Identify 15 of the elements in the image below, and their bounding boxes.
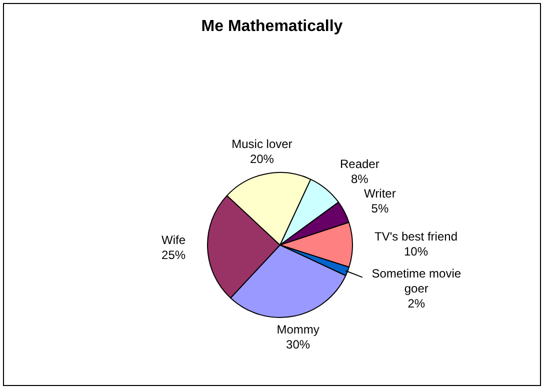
slice-label: Reader: [340, 156, 380, 171]
slice-label: TV's best friend: [374, 229, 458, 244]
slice-label: Wife: [162, 233, 186, 248]
data-label: 25%: [162, 248, 186, 262]
data-label: 20%: [250, 152, 274, 166]
slice-label: Music lover: [232, 137, 292, 152]
data-label: 30%: [286, 338, 310, 352]
slice-label: Writer: [364, 186, 396, 201]
chart-title: Me Mathematically: [200, 18, 344, 36]
data-label: 8%: [350, 172, 369, 186]
data-label: 2%: [408, 296, 426, 310]
data-label: 5%: [371, 202, 389, 216]
slice-label: Sometime movie goer: [372, 266, 462, 296]
slice-label: Mommy: [276, 322, 320, 337]
data-label: 10%: [404, 244, 428, 258]
